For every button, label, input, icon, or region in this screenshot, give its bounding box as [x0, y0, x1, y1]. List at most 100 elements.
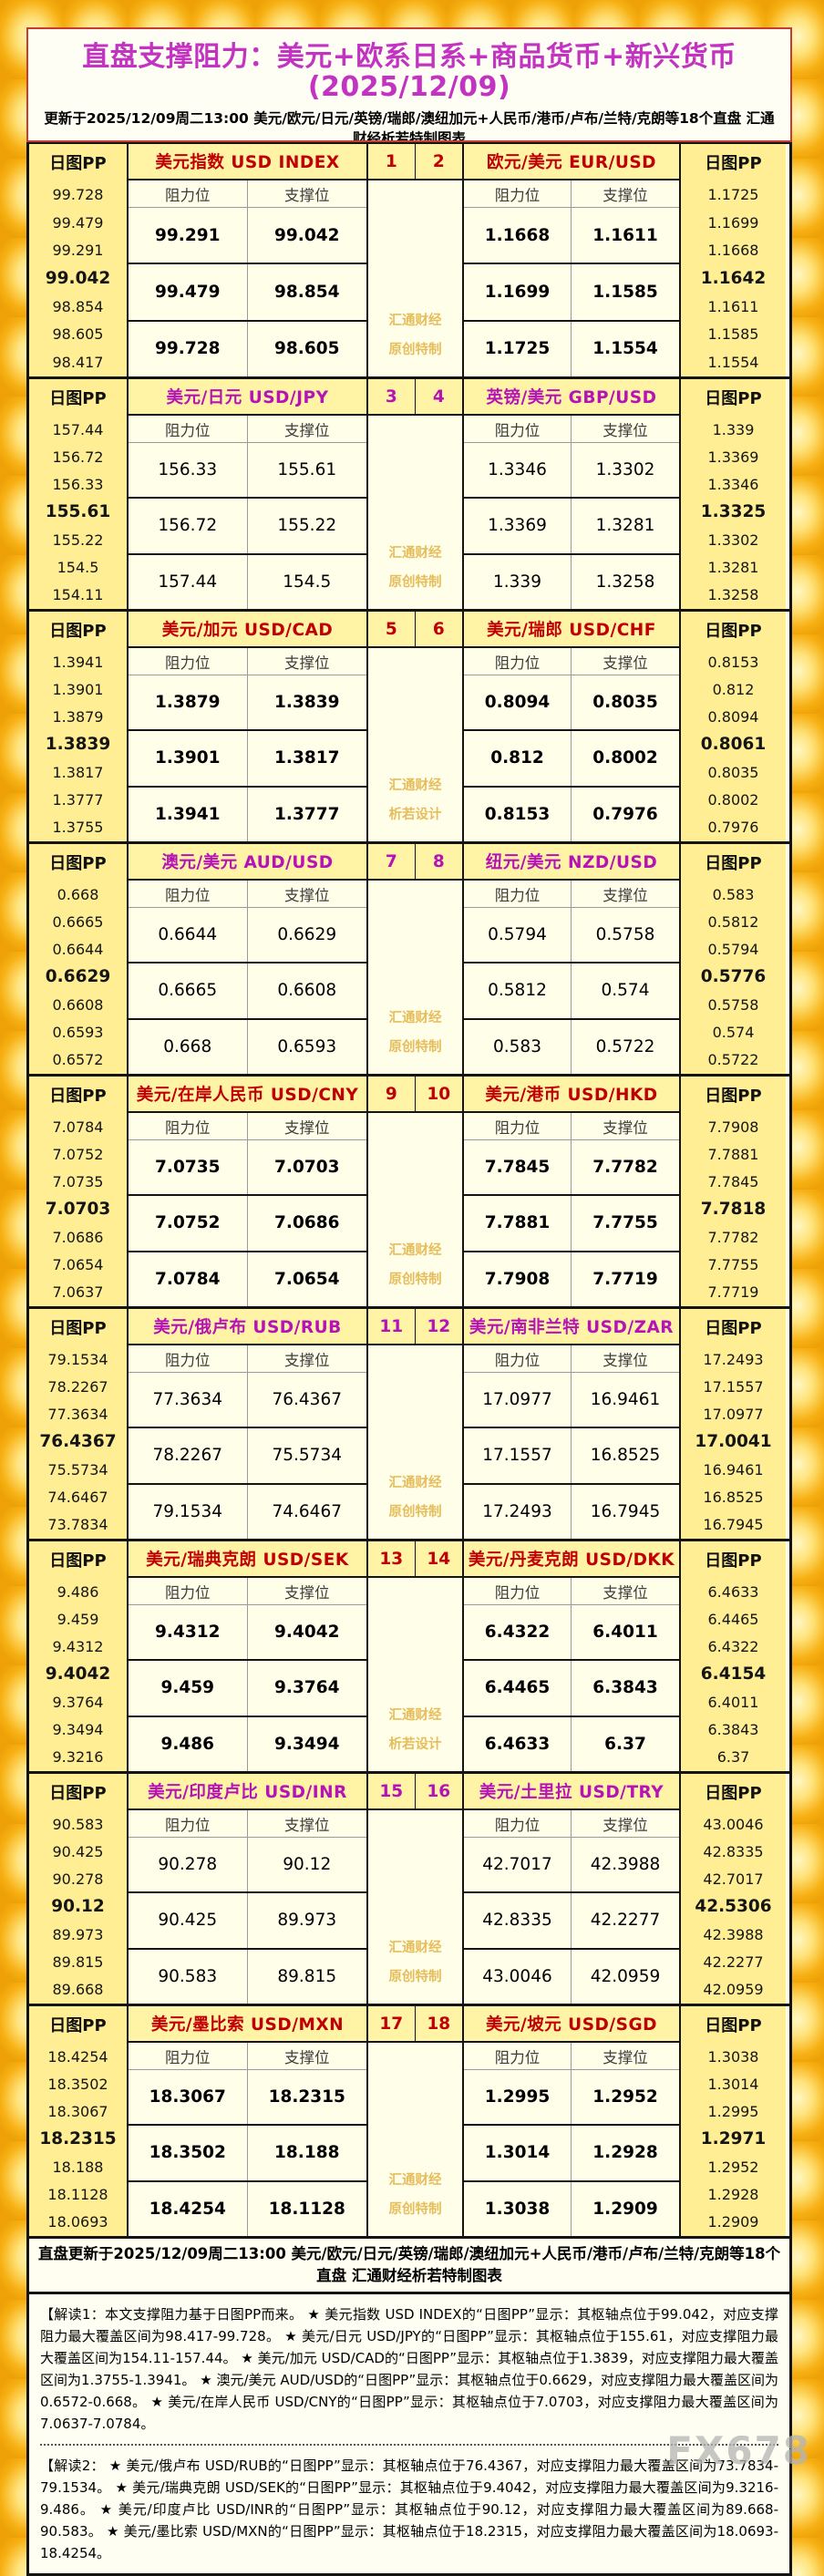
pp-column-right: 日图PP 0.8153 0.812 0.8094 0.8061 0.8035 0… [679, 612, 786, 841]
support-value: 1.1585 [592, 282, 658, 302]
support-value: 9.3494 [274, 1734, 340, 1754]
pp-pivot-value: 99.042 [45, 269, 111, 289]
pp-column-left: 日图PP 9.486 9.459 9.4312 9.4042 9.3764 9.… [29, 1541, 129, 1771]
pp-value: 1.3302 [707, 531, 759, 549]
pair-block: 日图PP 99.728 99.479 99.291 99.042 98.854 … [29, 144, 789, 376]
resistance-value: 1.3346 [464, 443, 572, 498]
rs-row: 7.7881 7.7755 [464, 1194, 679, 1251]
resistance-value: 7.0784 [129, 1252, 248, 1306]
brand-watermark-line2: 原创特制 [388, 1505, 442, 1520]
pp-value: 77.3634 [47, 1406, 108, 1424]
pair-title: 美元/丹麦克朗 USD/DKK [464, 1541, 679, 1578]
support-label: 支撑位 [284, 421, 330, 439]
resistance-value: 17.1557 [464, 1428, 572, 1483]
pair-index-left: 9 [368, 1077, 416, 1111]
rs-row: 7.7845 7.7782 [464, 1140, 679, 1195]
page-title: 直盘支撑阻力：美元+欧系日系+商品货币+新兴货币(2025/12/09) [82, 41, 736, 103]
pp-value: 74.6467 [47, 1489, 108, 1507]
pp-value: 42.7017 [703, 1870, 764, 1889]
pp-value: 42.2277 [703, 1953, 764, 1972]
support-label: 支撑位 [603, 1583, 648, 1602]
rs-row: 99.479 98.854 [129, 263, 366, 320]
rs-header: 阻力位 支撑位 [129, 180, 366, 208]
rs-header: 阻力位 支撑位 [129, 416, 366, 443]
support-value: 1.3281 [595, 516, 655, 536]
resistance-value: 99.291 [129, 208, 248, 263]
pp-column-left: 日图PP 157.44 156.72 156.33 155.61 155.22 … [29, 379, 129, 609]
rs-row: 1.339 1.3258 [464, 552, 679, 609]
index-column: 3 4 汇通财经 原创特制 [366, 379, 464, 609]
resistance-label: 阻力位 [464, 1578, 572, 1604]
support-value: 7.7755 [592, 1213, 658, 1233]
support-label: 支撑位 [284, 2048, 330, 2066]
pp-value: 7.7782 [707, 1228, 759, 1246]
pp-value: 0.6593 [52, 1024, 104, 1042]
support-value: 75.5734 [272, 1446, 342, 1466]
resistance-value: 9.4312 [129, 1605, 248, 1660]
support-label: 支撑位 [603, 186, 648, 204]
resistance-label: 阻力位 [464, 416, 572, 442]
pp-value: 1.3941 [52, 653, 104, 671]
resistance-value: 6.4322 [464, 1605, 572, 1660]
pair-index-left: 3 [368, 379, 416, 414]
rs-row: 0.6644 0.6629 [129, 908, 366, 963]
resistance-label: 阻力位 [129, 1578, 248, 1604]
rs-row: 1.3369 1.3281 [464, 497, 679, 553]
pp-column-header: 日图PP [49, 154, 107, 173]
resistance-value: 99.728 [129, 321, 248, 376]
pp-pivot-value: 1.3325 [700, 502, 767, 522]
rs-row: 7.0735 7.0703 [129, 1140, 366, 1195]
rs-row: 18.4254 18.1128 [129, 2179, 366, 2236]
rs-row: 0.812 0.8002 [464, 729, 679, 786]
pp-value: 0.574 [712, 1024, 755, 1042]
rs-row: 1.1668 1.1611 [464, 208, 679, 263]
resistance-label: 阻力位 [129, 648, 248, 675]
rs-row: 1.1699 1.1585 [464, 263, 679, 320]
pp-column-header: 日图PP [49, 854, 107, 873]
title-box: 直盘支撑阻力：美元+欧系日系+商品货币+新兴货币(2025/12/09) 更新于… [26, 27, 792, 142]
pair-title: 美元/瑞郎 USD/CHF [464, 612, 679, 648]
support-value: 89.973 [277, 1911, 337, 1931]
rs-row: 1.2995 1.2952 [464, 2070, 679, 2125]
rs-row: 77.3634 76.4367 [129, 1373, 366, 1427]
resistance-value: 0.8094 [464, 675, 572, 730]
rs-row: 18.3502 18.188 [129, 2124, 366, 2180]
rs-row: 156.33 155.61 [129, 443, 366, 498]
resistance-value: 0.668 [129, 1019, 248, 1074]
pp-values: 6.4633 6.4465 6.4322 6.4154 6.4011 6.384… [681, 1578, 786, 1771]
pp-column-left: 日图PP 79.1534 78.2267 77.3634 76.4367 75.… [29, 1309, 129, 1539]
support-value: 18.188 [274, 2143, 340, 2163]
pair-title: 美元/在岸人民币 USD/CNY [129, 1077, 366, 1113]
pair-block: 日图PP 157.44 156.72 156.33 155.61 155.22 … [29, 376, 789, 609]
rs-row: 42.7017 42.3988 [464, 1838, 679, 1892]
pp-values: 99.728 99.479 99.291 99.042 98.854 98.60… [29, 180, 127, 376]
pp-pivot-value: 18.2315 [39, 2129, 117, 2149]
resistance-label: 阻力位 [464, 180, 572, 207]
pp-pivot-value: 1.2971 [700, 2129, 767, 2149]
index-column: 15 16 汇通财经 原创特制 [366, 1774, 464, 2004]
pp-value: 0.6572 [52, 1051, 104, 1069]
pp-pivot-value: 1.3839 [45, 735, 111, 755]
pp-column-header: 日图PP [705, 622, 762, 641]
pair-title: 美元/日元 USD/JPY [129, 379, 366, 416]
support-value: 7.0686 [274, 1213, 340, 1233]
resistance-value: 7.7881 [464, 1196, 572, 1251]
pp-values: 79.1534 78.2267 77.3634 76.4367 75.5734 … [29, 1345, 127, 1539]
rs-row: 17.1557 16.8525 [464, 1427, 679, 1483]
pp-pivot-value: 155.61 [45, 502, 111, 522]
support-label: 支撑位 [603, 1351, 648, 1369]
pp-column-left: 日图PP 7.0784 7.0752 7.0735 7.0703 7.0686 … [29, 1077, 129, 1306]
resistance-value: 90.583 [129, 1949, 248, 2004]
support-value: 155.61 [277, 460, 337, 480]
resistance-label: 阻力位 [464, 648, 572, 675]
resistance-label: 阻力位 [129, 1113, 248, 1139]
pp-value: 0.6665 [52, 912, 104, 931]
brand-watermark-line1: 汇通财经 [388, 2173, 442, 2189]
pp-column-right: 日图PP 1.3038 1.3014 1.2995 1.2971 1.2952 … [679, 2006, 786, 2236]
pair-index-right: 8 [432, 851, 445, 871]
resistance-label: 阻力位 [129, 881, 248, 907]
pp-column-header: 日图PP [49, 1319, 107, 1338]
support-value: 9.4042 [274, 1623, 340, 1643]
resistance-value: 1.339 [464, 554, 572, 609]
pp-value: 42.0959 [703, 1981, 764, 1999]
